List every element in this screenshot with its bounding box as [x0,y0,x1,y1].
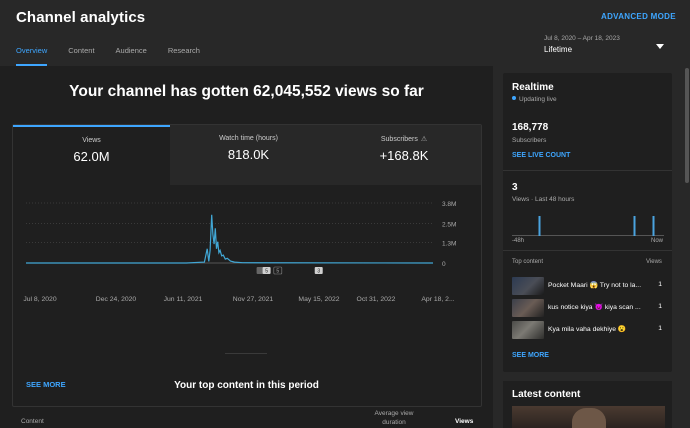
divider [503,170,672,171]
date-period-text: Lifetime [544,45,573,54]
latest-video-thumbnail[interactable] [512,406,665,428]
live-dot-icon [512,96,516,100]
video-views: 1 [658,281,662,288]
chart-marker-count: 5 [265,269,268,275]
see-more-link[interactable]: SEE MORE [26,380,66,389]
chart-marker-count: 5 [276,269,279,275]
realtime-title: Realtime [512,82,554,93]
tab-audience[interactable]: Audience [115,46,147,55]
video-title: Pocket Maari 😱 Try not to la... [548,282,642,289]
column-header-avg-duration[interactable]: Average view duration [368,409,420,427]
tab-overview[interactable]: Overview [16,46,48,66]
date-range-picker[interactable]: Jul 8, 2020 – Apr 18, 2023 Lifetime [544,35,666,54]
divider [225,353,267,354]
header: Channel analytics ADVANCED MODE Overview… [0,0,690,66]
chart-marker-icon [314,267,323,274]
column-header-line: duration [382,419,406,426]
metric-value: +168.8K [379,148,429,163]
chevron-down-icon [656,44,664,49]
metric-value: 62.0M [73,149,110,164]
metric-label-text: Subscribers [380,136,418,143]
realtime-status: Updating live [512,96,557,103]
x-tick-label: Apr 18, 2... [421,296,454,303]
video-views: 1 [658,325,662,332]
y-tick-label: 3.8M [442,201,456,208]
date-range-text: Jul 8, 2020 – Apr 18, 2023 [544,35,620,42]
metric-label: Subscribers ⚠ [327,135,481,143]
metric-tab-subscribers[interactable]: Subscribers ⚠ +168.8K [327,125,481,185]
metric-label: Views [82,137,101,144]
x-tick-label: May 15, 2022 [298,296,339,303]
realtime-bar [633,216,636,236]
x-tick-label: Nov 27, 2021 [233,296,274,303]
top-content-header: Top content [512,259,544,265]
realtime-subscribers-value: 168,778 [512,122,549,133]
column-header-views[interactable]: Views [455,418,474,425]
realtime-bar [538,216,541,236]
scrollbar-thumb[interactable] [685,68,689,183]
realtime-panel: Realtime Updating live 168,778 Subscribe… [503,73,672,372]
y-tick-label: 1.3M [442,240,456,247]
metric-label: Watch time (hours) [219,135,278,142]
chart-marker-count: 3 [317,269,320,275]
top-content-item[interactable]: kus notice kiya 😈 kiya scan ... 1 [512,299,664,317]
x-tick-label: Jun 11, 2021 [164,296,203,303]
series-line [26,214,434,264]
advanced-mode-button[interactable]: ADVANCED MODE [601,12,676,21]
chart-marker-icon [262,267,271,274]
views-line-chart: 3.8M 2.5M 1.3M 0 5 5 3 Jul 8, 2020 Dec 24, 2020 J… [23,201,456,303]
y-tick-label: 2.5M [442,222,456,229]
see-more-link[interactable]: SEE MORE [512,352,549,359]
realtime-views-value: 3 [512,182,518,193]
top-content-views-header: Views [646,259,662,265]
overview-panel: Your channel has gotten 62,045,552 views… [0,66,493,428]
video-thumbnail [512,321,544,339]
top-content-item[interactable]: Kya mila vaha dekhiye 😮 1 [512,321,664,339]
realtime-status-text: Updating live [519,96,557,103]
page-title: Channel analytics [16,9,146,26]
metric-tab-views[interactable]: Views 62.0M [13,125,170,185]
chart-marker-icon [273,266,283,275]
column-header-line: Average view [374,410,414,417]
video-thumbnail [512,299,544,317]
realtime-axis-start: -48h [512,238,525,244]
see-live-count-link[interactable]: SEE LIVE COUNT [512,152,571,159]
divider [503,250,672,251]
scrollbar[interactable] [684,66,690,428]
video-title: Kya mila vaha dekhiye 😮 [548,326,627,333]
views-headline: Your channel has gotten 62,045,552 views… [69,83,424,100]
x-tick-label: Jul 8, 2020 [23,296,56,303]
realtime-views-label: Views · Last 48 hours [512,196,575,203]
realtime-bar [652,216,655,236]
metrics-card: Views 62.0M Watch time (hours) 818.0K Su… [12,124,482,407]
realtime-bar-chart [512,216,664,236]
realtime-axis-end: Now [651,238,664,244]
video-title: kus notice kiya 😈 kiya scan ... [548,304,641,311]
top-content-item[interactable]: Pocket Maari 😱 Try not to la... 1 [512,277,664,295]
metric-value: 818.0K [227,147,270,162]
tab-bar: Overview Content Audience Research [16,46,221,66]
realtime-subscribers-label: Subscribers [512,137,547,144]
metric-tab-watch-time[interactable]: Watch time (hours) 818.0K [170,125,327,185]
x-tick-label: Oct 31, 2022 [357,296,396,303]
x-tick-label: Dec 24, 2020 [96,296,137,303]
top-content-title: Your top content in this period [174,380,319,391]
video-views: 1 [658,303,662,310]
column-header-content[interactable]: Content [21,418,44,425]
warning-icon: ⚠ [420,136,428,143]
tab-research[interactable]: Research [167,46,200,55]
tab-content[interactable]: Content [68,46,95,55]
latest-content-panel: Latest content [503,381,672,428]
thumbnail-image [572,408,606,428]
video-thumbnail [512,277,544,295]
y-tick-label: 0 [442,261,446,268]
latest-content-title: Latest content [512,389,581,400]
